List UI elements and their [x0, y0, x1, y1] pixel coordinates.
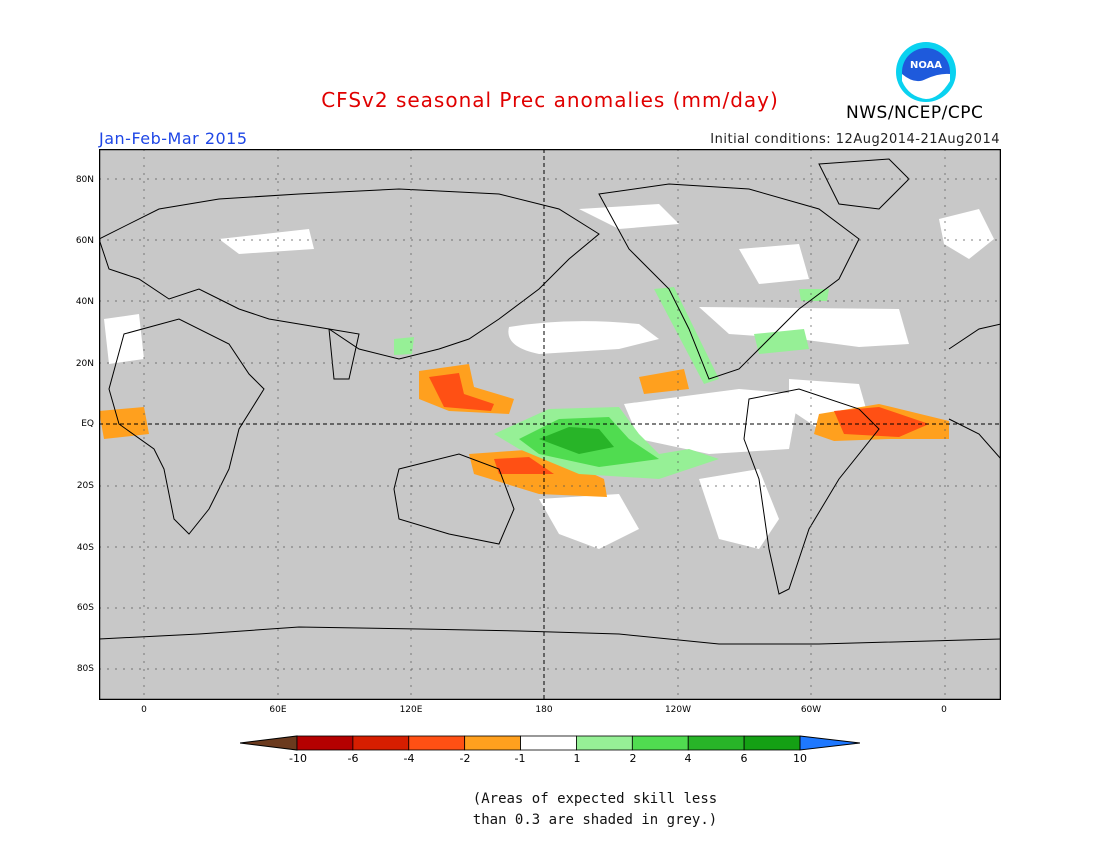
legend-label: -10: [289, 752, 307, 765]
wet-anomaly-regions: [394, 287, 829, 479]
lat-label: 40S: [76, 543, 94, 553]
initial-conditions: Initial conditions: 12Aug2014-21Aug2014: [710, 132, 1000, 147]
legend-color-box: [464, 735, 521, 751]
color-legend: [240, 735, 860, 751]
lat-label: 20S: [76, 481, 94, 491]
noaa-logo: NOAA: [896, 42, 956, 102]
legend-label: -2: [459, 752, 471, 765]
near-normal-regions: [104, 204, 994, 549]
legend-label: -6: [347, 752, 359, 765]
legend-label: 2: [629, 752, 637, 765]
legend-color-box: [576, 735, 633, 751]
svg-text:NOAA: NOAA: [910, 60, 942, 71]
legend-label: 4: [684, 752, 692, 765]
legend-label: 6: [740, 752, 748, 765]
lon-label: 0: [141, 705, 147, 715]
organization-label: NWS/NCEP/CPC: [846, 103, 984, 123]
footnote-line-1: (Areas of expected skill less: [472, 791, 718, 807]
coastlines: [99, 158, 1001, 645]
forecast-period: Jan-Feb-Mar 2015: [99, 129, 248, 148]
dry-anomaly-regions: [99, 364, 949, 497]
legend-color-box: [408, 735, 466, 751]
legend-label: -1: [514, 752, 526, 765]
lon-label: 180: [535, 705, 553, 715]
lon-label: 60E: [269, 705, 287, 715]
lon-label: 0: [941, 705, 947, 715]
legend-color-box: [631, 735, 689, 751]
legend-color-box: [687, 735, 745, 751]
footnote-line-2: than 0.3 are shaded in grey.): [472, 812, 718, 828]
lat-label: 60N: [75, 236, 94, 246]
chart-title: CFSv2 seasonal Prec anomalies (mm/day): [321, 88, 779, 112]
legend-arrow-low: [240, 735, 298, 751]
lat-label: 80S: [76, 664, 94, 674]
lat-label: EQ: [81, 419, 94, 429]
map-frame: [99, 149, 1001, 700]
precip-anomaly-map: [99, 149, 1001, 700]
lat-label: 80N: [75, 175, 94, 185]
legend-label: -4: [403, 752, 415, 765]
lon-label: 60W: [800, 705, 822, 715]
legend-label: 10: [793, 752, 807, 765]
legend-color-box: [296, 735, 354, 751]
reference-lines: [99, 149, 1001, 700]
legend-color-box: [352, 735, 410, 751]
legend-label: 1: [573, 752, 581, 765]
lon-label: 120W: [664, 705, 692, 715]
lat-label: 40N: [75, 297, 94, 307]
lat-label: 20N: [75, 359, 94, 369]
legend-color-box: [520, 735, 577, 751]
legend-arrow-high: [799, 735, 860, 751]
lon-label: 120E: [399, 705, 423, 715]
legend-color-box: [743, 735, 801, 751]
lat-label: 60S: [76, 603, 94, 613]
